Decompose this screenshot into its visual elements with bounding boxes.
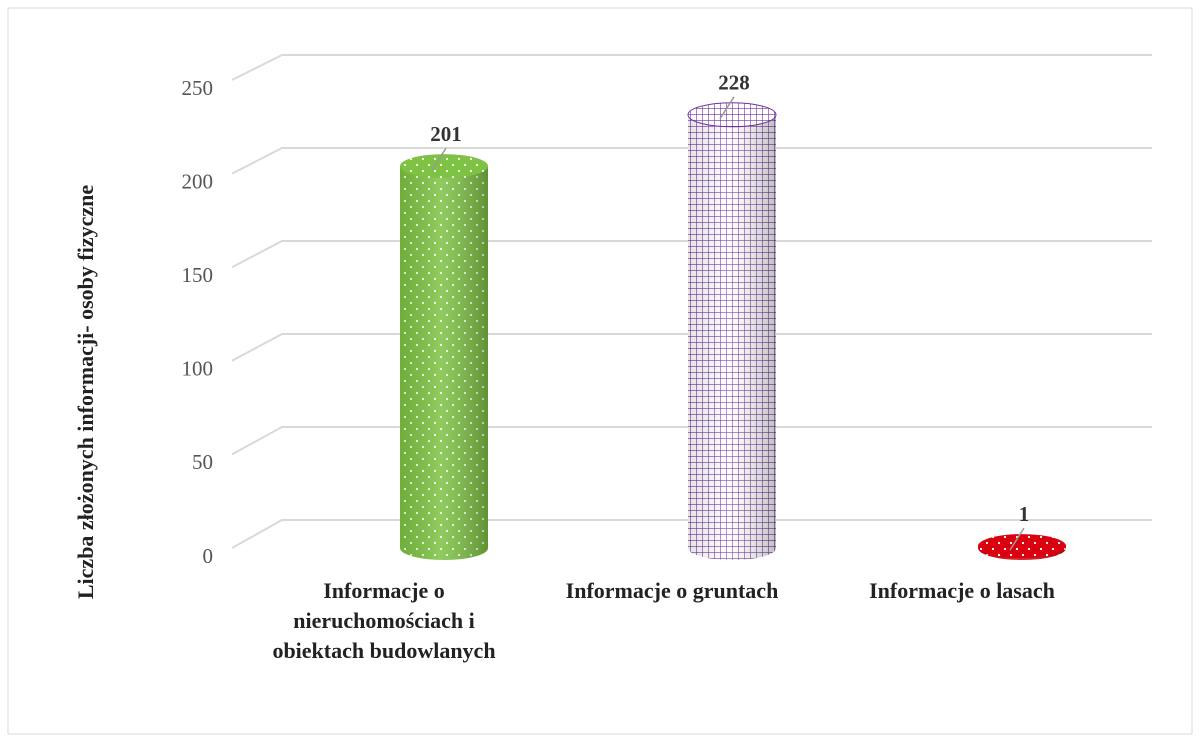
- y-axis-label: Liczba złożonych informacji- osoby fizyc…: [73, 185, 98, 599]
- grid-line: [231, 426, 1152, 456]
- x-tick-label: Informacje o gruntach: [565, 578, 779, 603]
- x-tick-label: Informacje o nieruchomościach i obiektac…: [272, 578, 496, 663]
- data-label: 201: [430, 122, 462, 146]
- y-tick-label: 100: [182, 357, 214, 381]
- data-label: 228: [718, 71, 750, 95]
- frame: [7, 7, 1193, 735]
- y-tick-label: 0: [203, 544, 214, 568]
- bar: [687, 102, 777, 561]
- grid-line: [231, 54, 1152, 81]
- grid-line: [231, 333, 1152, 362]
- grid-line: [231, 519, 1152, 549]
- data-label: 1: [1019, 502, 1030, 526]
- bar: [978, 534, 1066, 560]
- y-tick-label: 250: [182, 76, 214, 100]
- x-tick-label: Informacje o lasach: [869, 578, 1055, 603]
- leader-line: [1009, 527, 1025, 551]
- grid-line: [231, 147, 1152, 175]
- y-tick-label: 200: [182, 169, 214, 193]
- y-tick-label: 150: [182, 263, 214, 287]
- leader-line: [719, 96, 735, 120]
- bar: [400, 154, 488, 560]
- leader-line: [431, 147, 447, 171]
- grid-line: [231, 240, 1152, 269]
- y-tick-label: 50: [192, 450, 213, 474]
